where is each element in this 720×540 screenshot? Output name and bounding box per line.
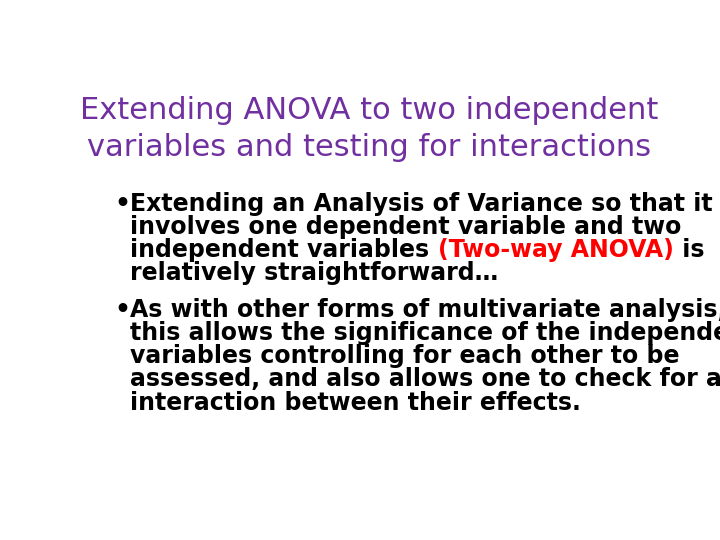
- Text: is: is: [673, 238, 704, 262]
- Text: Extending ANOVA to two independent
variables and testing for interactions: Extending ANOVA to two independent varia…: [80, 96, 658, 161]
- Text: •: •: [114, 298, 131, 322]
- Text: interaction between their effects.: interaction between their effects.: [130, 390, 581, 415]
- Text: •: •: [114, 192, 131, 216]
- Text: this allows the significance of the independent: this allows the significance of the inde…: [130, 321, 720, 345]
- Text: As with other forms of multivariate analysis,: As with other forms of multivariate anal…: [130, 298, 720, 322]
- Text: (Two-way ANOVA): (Two-way ANOVA): [438, 238, 673, 262]
- Text: relatively straightforward…: relatively straightforward…: [130, 261, 498, 285]
- Text: involves one dependent variable and two: involves one dependent variable and two: [130, 215, 682, 239]
- Text: independent variables: independent variables: [130, 238, 438, 262]
- Text: Extending an Analysis of Variance so that it: Extending an Analysis of Variance so tha…: [130, 192, 713, 216]
- Text: variables controlling for each other to be: variables controlling for each other to …: [130, 345, 680, 368]
- Text: assessed, and also allows one to check for an: assessed, and also allows one to check f…: [130, 367, 720, 392]
